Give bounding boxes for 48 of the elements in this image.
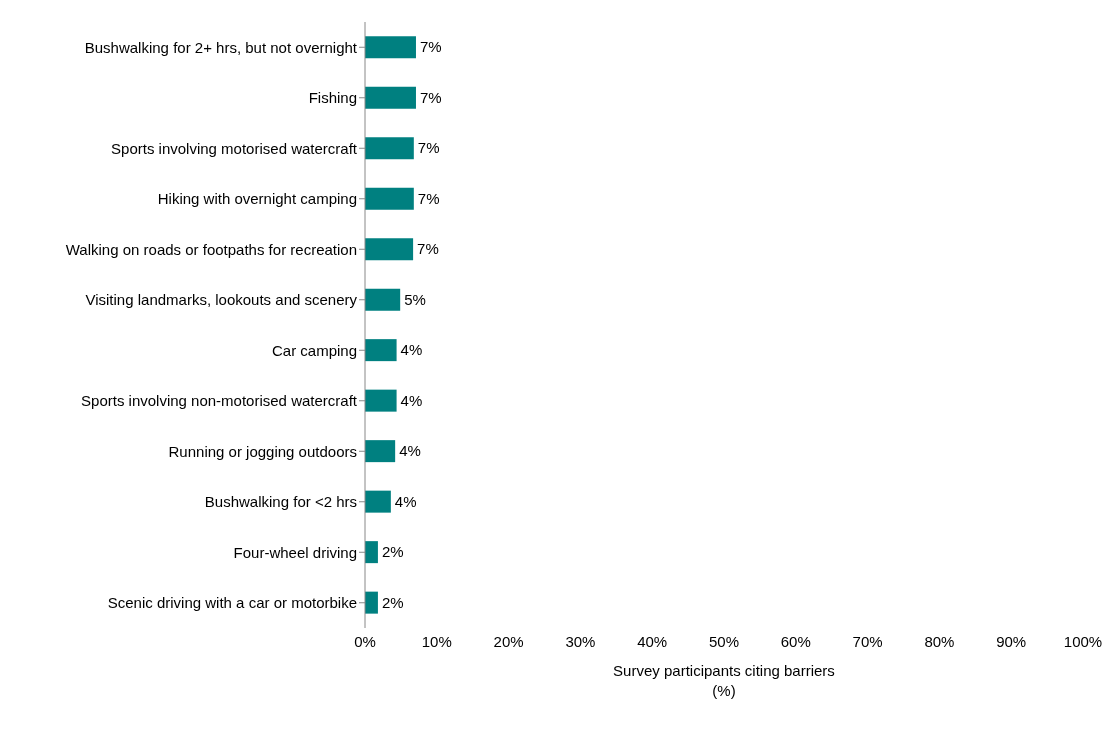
y-tick-label: Hiking with overnight camping: [157, 190, 357, 208]
x-tick-label: 90%: [996, 632, 1027, 650]
y-tick-label: Four-wheel driving: [233, 543, 357, 561]
bar: [365, 440, 396, 463]
bar: [365, 541, 378, 564]
data-label: 7%: [419, 38, 442, 56]
x-tick-label: 10%: [421, 632, 452, 650]
data-label: 4%: [394, 492, 417, 510]
x-tick-label: 50%: [708, 632, 740, 650]
data-label: 7%: [417, 240, 439, 258]
x-axis-title: Survey participants citing barriers (%): [613, 662, 835, 699]
bar: [365, 591, 378, 614]
data-label: 7%: [419, 88, 442, 106]
x-tick-label: 40%: [637, 632, 668, 650]
x-tick-label: 60%: [780, 632, 811, 650]
y-tick-label: Car camping: [271, 341, 357, 359]
bar: [365, 389, 397, 412]
y-tick-label: Bushwalking for 2+ hrs, but not overnight: [84, 38, 358, 56]
data-label: 7%: [417, 139, 440, 157]
y-tick-label: Sports involving motorised watercraft: [111, 139, 358, 157]
x-tick-label: 80%: [924, 632, 955, 650]
y-tick-label: Visiting landmarks, lookouts and scenery: [85, 291, 358, 309]
y-tick-label: Bushwalking for <2 hrs: [204, 493, 357, 511]
bar: [365, 339, 397, 362]
data-label: 4%: [400, 341, 423, 359]
bar: [365, 490, 391, 513]
x-tick-label: 0%: [354, 632, 376, 650]
bar: [365, 86, 416, 109]
bar: [365, 187, 414, 210]
y-tick-label: Fishing: [308, 89, 357, 107]
data-label: 2%: [381, 543, 404, 561]
data-label: 2%: [381, 593, 404, 611]
data-label: 7%: [417, 189, 440, 207]
bar: [365, 288, 401, 311]
x-tick-label: 30%: [565, 632, 596, 650]
x-tick-label: 70%: [852, 632, 883, 650]
bar: [365, 36, 416, 59]
bar: [365, 238, 414, 261]
y-tick-label: Running or jogging outdoors: [168, 442, 357, 460]
data-label: 5%: [404, 290, 426, 308]
bar: [365, 137, 414, 160]
data-label: 4%: [400, 391, 423, 409]
y-tick-label: Scenic driving with a car or motorbike: [107, 594, 357, 612]
data-label: 4%: [399, 442, 421, 460]
y-tick-label: Sports involving non-motorised watercraft: [81, 392, 358, 410]
x-tick-label: 100%: [1063, 632, 1103, 650]
y-tick-label: Walking on roads or footpaths for recreation: [65, 240, 357, 258]
x-tick-label: 20%: [493, 632, 524, 650]
